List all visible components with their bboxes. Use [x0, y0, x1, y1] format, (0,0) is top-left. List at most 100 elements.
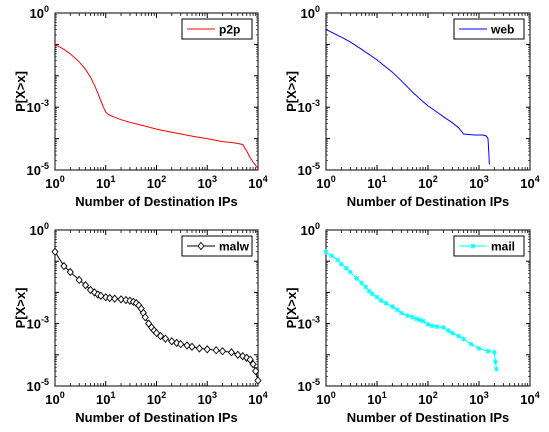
x-tick-label: 104: [248, 174, 267, 191]
y-tick-label: 10-3: [27, 98, 49, 115]
x-axis-label: Number of Destination IPs: [347, 194, 510, 209]
legend-label: web: [490, 23, 514, 37]
y-tick-label: 100: [301, 4, 320, 21]
data-point: [218, 347, 227, 356]
data-point: [420, 318, 426, 324]
data-point: [363, 284, 369, 290]
data-point: [246, 355, 254, 364]
y-tick-label: 10-3: [298, 315, 320, 332]
legend: mail: [453, 235, 525, 257]
data-point: [398, 310, 404, 316]
data-point: [405, 313, 411, 319]
data-point: [476, 345, 482, 351]
data-point: [97, 291, 105, 300]
legend-label: mail: [491, 240, 515, 254]
chart-panel: 100 101 102 103 104 10-5 10-3 100 Number of Dest…: [284, 221, 540, 425]
x-tick-label: 104: [520, 390, 539, 407]
legend-box: [181, 235, 253, 257]
data-point: [440, 324, 446, 330]
data-point: [347, 269, 353, 275]
y-tick-label: 100: [30, 221, 49, 238]
data-point: [410, 314, 416, 320]
data-point: [117, 295, 125, 304]
data-point: [445, 328, 451, 334]
x-tick-label: 100: [316, 174, 335, 191]
data-point: [51, 247, 59, 256]
data-point: [188, 342, 196, 352]
data-point: [254, 376, 262, 385]
legend: web: [453, 18, 525, 40]
data-point: [227, 348, 236, 357]
x-tick-label: 104: [248, 390, 267, 407]
data-point: [456, 333, 462, 339]
x-tick-label: 102: [418, 390, 437, 407]
y-axis-label: P[X>x]: [284, 288, 299, 329]
data-point: [249, 360, 257, 369]
x-tick-label: 103: [469, 174, 488, 191]
data-point: [161, 334, 170, 343]
x-tick-label: 103: [469, 390, 488, 407]
data-point: [152, 328, 161, 338]
x-tick-label: 102: [147, 390, 166, 407]
chart-panel: 100 101 102 103 104 10-5 10-3 100 Number of Dest…: [284, 4, 540, 209]
data-point: [106, 293, 114, 303]
x-tick-label: 103: [198, 390, 217, 407]
data-point: [374, 294, 380, 300]
data-point: [343, 265, 349, 271]
data-point: [461, 336, 467, 342]
y-tick-label: 10-5: [27, 377, 49, 394]
data-point: [359, 280, 365, 286]
data-point: [203, 345, 211, 354]
x-tick-label: 102: [147, 174, 166, 191]
x-tick-label: 101: [367, 390, 386, 407]
series-line-malw: [54, 251, 259, 381]
y-axis-label: P[X>x]: [13, 71, 28, 112]
data-point: [177, 339, 185, 349]
data-point: [323, 249, 329, 255]
x-axis-label: Number of Destination IPs: [75, 194, 238, 209]
data-point: [485, 348, 491, 354]
series-line-p2p: [54, 43, 259, 169]
data-point: [252, 366, 260, 376]
x-tick-label: 100: [45, 174, 64, 191]
legend-marker: [197, 241, 205, 251]
x-tick-label: 100: [45, 390, 64, 407]
legend: p2p: [181, 18, 253, 40]
data-point: [389, 304, 395, 310]
data-point: [414, 316, 420, 322]
chart-panel: 100 101 102 103 104 10-5 10-3 100 Number of Dest…: [13, 221, 268, 425]
x-tick-label: 101: [96, 174, 115, 191]
y-tick-label: 10-3: [298, 98, 320, 115]
y-tick-label: 100: [301, 221, 320, 238]
data-point: [234, 350, 242, 359]
legend-label: malw: [219, 240, 250, 254]
data-point: [354, 275, 360, 281]
x-axis-label: Number of Destination IPs: [75, 410, 238, 425]
data-point: [468, 341, 474, 347]
data-point: [449, 330, 455, 336]
data-point: [378, 298, 384, 304]
series-line-mail: [325, 251, 497, 370]
x-tick-label: 101: [96, 390, 115, 407]
y-tick-label: 100: [30, 4, 49, 21]
x-tick-label: 100: [316, 390, 335, 407]
x-tick-label: 104: [520, 174, 539, 191]
data-point: [81, 281, 90, 290]
data-point: [75, 275, 83, 285]
data-point: [195, 344, 203, 353]
legend-marker: [470, 243, 476, 249]
data-point: [66, 267, 74, 277]
data-point: [394, 307, 400, 313]
legend: malw: [181, 235, 253, 257]
data-point: [156, 331, 165, 341]
data-point: [183, 341, 191, 350]
y-axis-label: P[X>x]: [284, 71, 299, 112]
data-point: [491, 349, 497, 355]
data-point: [111, 294, 119, 303]
data-point: [493, 366, 499, 372]
y-tick-label: 10-5: [27, 161, 49, 178]
x-tick-label: 101: [367, 174, 386, 191]
data-point: [369, 291, 375, 297]
y-tick-label: 10-3: [27, 315, 49, 332]
